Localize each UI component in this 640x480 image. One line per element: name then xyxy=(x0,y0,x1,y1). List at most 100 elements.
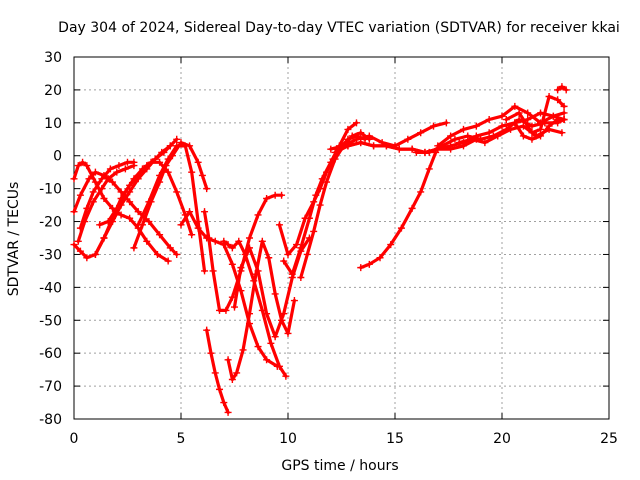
data-point xyxy=(344,142,352,150)
data-point xyxy=(316,185,324,193)
data-point xyxy=(181,142,189,150)
data-point xyxy=(263,310,271,318)
data-point xyxy=(515,109,523,117)
data-point xyxy=(70,241,78,249)
x-tick-label: 20 xyxy=(493,431,511,447)
data-point xyxy=(173,250,181,258)
data-point xyxy=(222,306,230,314)
y-axis-label: SDTVAR / TECUs xyxy=(6,182,22,297)
series-line xyxy=(282,121,359,276)
data-point xyxy=(74,237,82,245)
data-point xyxy=(468,135,476,143)
data-point xyxy=(239,346,247,354)
data-point xyxy=(357,139,365,147)
data-point xyxy=(134,208,142,216)
data-point xyxy=(164,168,172,176)
data-point xyxy=(344,125,352,133)
data-point xyxy=(224,356,232,364)
data-point xyxy=(74,162,82,170)
data-point xyxy=(254,343,262,351)
data-point xyxy=(352,119,360,127)
data-point xyxy=(331,155,339,163)
data-point xyxy=(228,244,236,252)
data-point xyxy=(205,234,213,242)
series-track xyxy=(70,168,181,258)
data-point xyxy=(412,148,420,156)
data-point xyxy=(545,122,553,130)
data-point xyxy=(203,185,211,193)
chart-title: Day 304 of 2024, Sidereal Day-to-day VTE… xyxy=(58,20,620,36)
data-point xyxy=(519,122,527,130)
data-point xyxy=(83,162,91,170)
series-track xyxy=(70,158,172,265)
data-point xyxy=(153,250,161,258)
data-point xyxy=(145,198,153,206)
data-point xyxy=(472,122,480,130)
series-track xyxy=(434,102,568,150)
x-axis-label: GPS time / hours xyxy=(281,458,398,474)
series-line xyxy=(179,210,279,368)
data-point xyxy=(275,221,283,229)
data-point xyxy=(145,218,153,226)
data-point xyxy=(511,119,519,127)
data-point xyxy=(515,116,523,124)
data-point xyxy=(124,158,131,166)
data-point xyxy=(104,175,112,183)
data-point xyxy=(464,132,472,140)
y-tick-label: -30 xyxy=(39,247,62,263)
data-point xyxy=(554,116,562,124)
data-point xyxy=(459,125,467,133)
series-track xyxy=(511,116,568,143)
data-point xyxy=(560,102,568,110)
data-point xyxy=(524,116,532,124)
data-point xyxy=(498,122,506,130)
data-point xyxy=(528,122,536,130)
series-track xyxy=(357,148,440,272)
data-point xyxy=(76,191,84,199)
data-point xyxy=(203,326,211,334)
data-point xyxy=(245,310,253,318)
data-point xyxy=(528,135,536,143)
series-line xyxy=(226,239,296,382)
data-point xyxy=(207,349,215,357)
data-point xyxy=(156,171,164,179)
data-point xyxy=(198,171,206,179)
data-point xyxy=(370,142,378,150)
data-point xyxy=(290,297,298,305)
data-point xyxy=(173,135,181,143)
data-series xyxy=(70,83,570,416)
data-point xyxy=(177,221,185,229)
data-point xyxy=(188,168,196,176)
y-tick-label: 10 xyxy=(44,116,62,132)
data-point xyxy=(201,267,209,275)
data-point xyxy=(271,191,279,199)
series-track xyxy=(554,83,570,94)
data-point xyxy=(220,237,228,245)
data-point xyxy=(297,273,305,281)
series-line xyxy=(205,328,230,414)
data-point xyxy=(156,158,164,166)
data-point xyxy=(70,208,78,216)
data-point xyxy=(560,116,568,124)
data-point xyxy=(316,201,324,209)
series-track xyxy=(134,142,209,275)
data-point xyxy=(265,254,273,262)
x-tick-label: 10 xyxy=(279,431,297,447)
data-point xyxy=(254,211,262,219)
data-point xyxy=(447,132,455,140)
data-point xyxy=(481,139,489,147)
data-point xyxy=(519,132,527,140)
data-point xyxy=(267,339,275,347)
data-point xyxy=(188,231,196,239)
data-point xyxy=(216,385,224,393)
y-tick-label: -80 xyxy=(39,412,62,428)
data-point xyxy=(121,165,129,173)
data-point xyxy=(220,399,228,407)
data-point xyxy=(310,227,318,235)
data-point xyxy=(216,306,224,314)
data-point xyxy=(365,260,373,268)
data-point xyxy=(147,158,155,166)
data-point xyxy=(70,175,78,183)
